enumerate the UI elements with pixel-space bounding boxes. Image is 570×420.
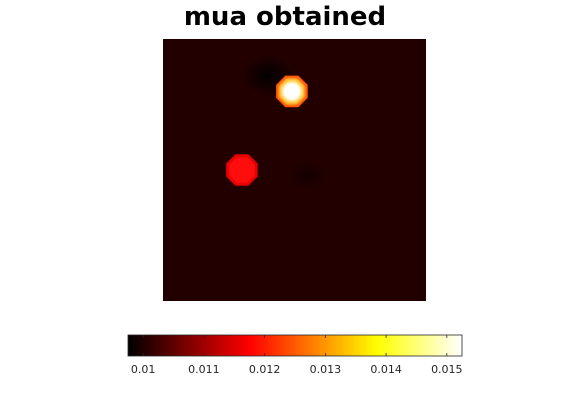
chart-title: mua obtained [183, 2, 387, 32]
colorbar-tick-label: 0.01 [131, 363, 156, 376]
colorbar-tick-label: 0.011 [188, 363, 220, 376]
colorbar-gradient [127, 334, 463, 357]
colorbar-tick-label: 0.014 [370, 363, 402, 376]
colorbar-tick-label: 0.013 [310, 363, 342, 376]
colorbar [127, 334, 463, 357]
colorbar-tick-label: 0.012 [249, 363, 281, 376]
colorbar-tick-label: 0.015 [431, 363, 463, 376]
inclusion-body-1 [228, 157, 255, 183]
heatmap-image [163, 39, 426, 301]
heatmap-shadow-3 [287, 159, 329, 192]
colorbar-ticks: 0.01 0.011 0.012 0.013 0.014 0.015 [131, 335, 463, 376]
inclusion-core-0 [282, 81, 302, 101]
